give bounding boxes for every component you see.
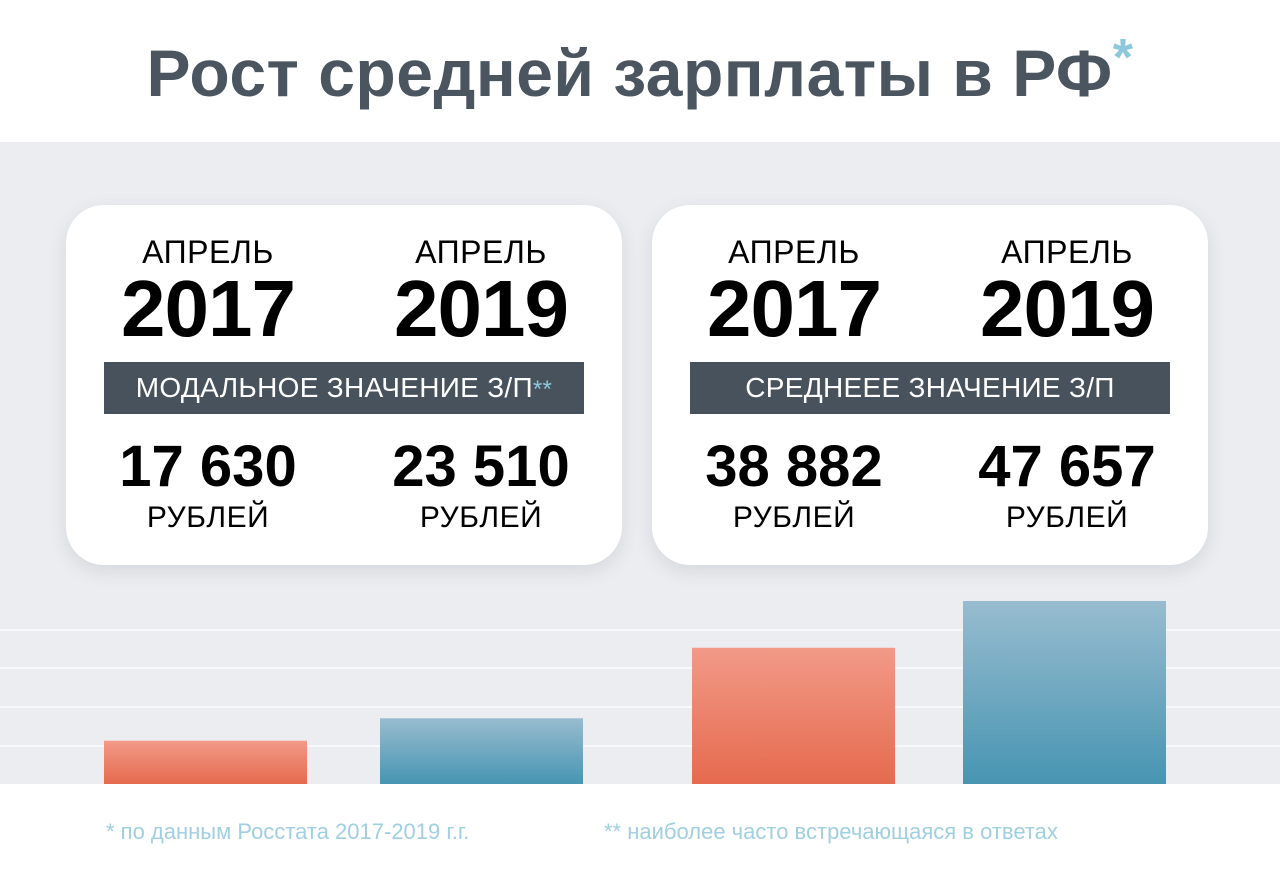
page-title: Рост средней зарплаты в РФ* <box>146 29 1134 110</box>
modal-salary-card: АПРЕЛЬ 2017 АПРЕЛЬ 2019 МОДАЛЬНОЕ ЗНАЧЕН… <box>66 205 622 565</box>
currency-unit: РУБЛЕЙ <box>732 501 856 534</box>
salary-value: 23 510 <box>392 434 570 499</box>
footnote-modal-definition: ** наиболее часто встречающаяся в ответа… <box>604 819 1058 844</box>
month-label: АПРЕЛЬ <box>142 234 274 270</box>
metric-label: СРЕДНЕЕЕ ЗНАЧЕНИЕ З/П <box>745 372 1115 403</box>
gridline <box>0 745 1280 747</box>
footnote-source: * по данным Росстата 2017-2019 г.г. <box>106 819 470 844</box>
currency-unit: РУБЛЕЙ <box>146 501 270 534</box>
gridline <box>0 667 1280 669</box>
salary-value: 47 657 <box>978 434 1156 499</box>
metric-label: МОДАЛЬНОЕ ЗНАЧЕНИЕ З/П <box>135 372 533 403</box>
year-label: 2019 <box>394 264 569 353</box>
year-label: 2017 <box>121 264 296 353</box>
title-footnote-mark: * <box>1112 29 1134 87</box>
currency-unit: РУБЛЕЙ <box>419 501 543 534</box>
bar-average-2017 <box>692 647 895 784</box>
currency-unit: РУБЛЕЙ <box>1005 501 1129 534</box>
year-label: 2019 <box>980 264 1155 353</box>
month-label: АПРЕЛЬ <box>415 234 547 270</box>
gridline <box>0 629 1280 631</box>
month-label: АПРЕЛЬ <box>728 234 860 270</box>
metric-footnote-mark: ** <box>532 376 553 403</box>
gridline <box>0 706 1280 708</box>
footer <box>0 784 1280 885</box>
salary-value: 17 630 <box>119 434 297 499</box>
average-salary-card: АПРЕЛЬ 2017 АПРЕЛЬ 2019 СРЕДНЕЕЕ ЗНАЧЕНИ… <box>652 205 1208 565</box>
salary-value: 38 882 <box>705 434 883 499</box>
bar-modal-2019 <box>380 718 583 784</box>
year-label: 2017 <box>707 264 882 353</box>
metric-band: СРЕДНЕЕЕ ЗНАЧЕНИЕ З/П <box>690 362 1170 414</box>
month-label: АПРЕЛЬ <box>1001 234 1133 270</box>
metric-band: МОДАЛЬНОЕ ЗНАЧЕНИЕ З/П** <box>104 362 584 414</box>
bar-modal-2017 <box>104 740 307 784</box>
salary-bar-chart <box>104 601 1166 784</box>
bar-average-2019 <box>963 601 1166 784</box>
